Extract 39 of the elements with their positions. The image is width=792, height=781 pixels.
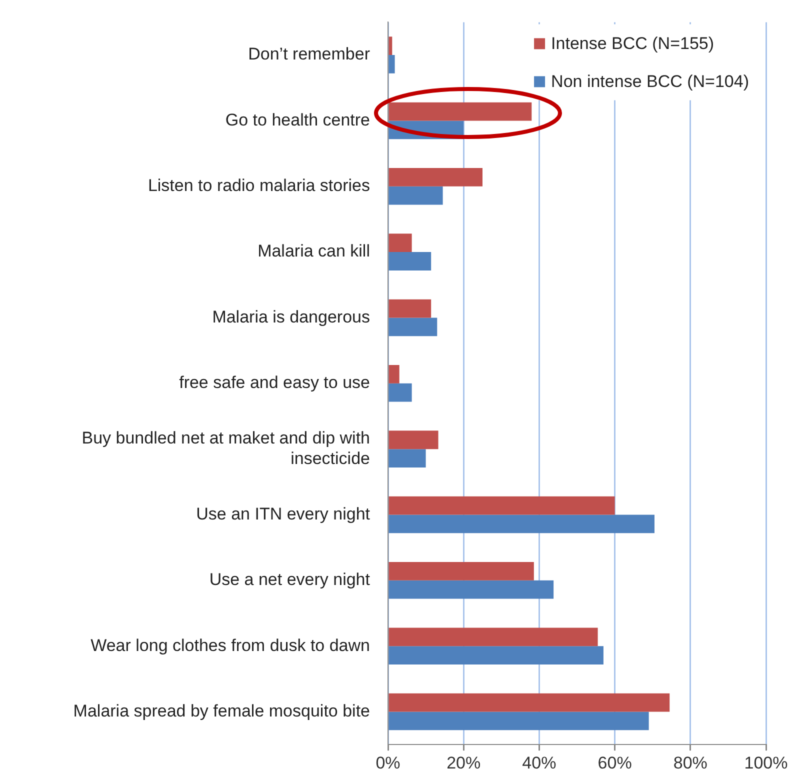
legend-label: Non intense BCC (N=104) [551,72,750,91]
bar [388,562,534,580]
bar [388,693,670,712]
bar [388,628,598,646]
bar [388,712,649,730]
y-tick-label: Listen to radio malaria stories [148,176,370,196]
x-tick-label: 80% [673,753,708,772]
bar [388,646,604,664]
bar [388,430,438,450]
bar [388,102,532,121]
x-tick-label: 40% [522,753,556,772]
legend-label: Intense BCC (N=155) [551,34,714,53]
y-tick-label: Buy bundled net at maket and dip with insecticide [82,428,370,468]
bar [388,318,438,336]
y-tick-label: Use a net every night [209,570,370,590]
bar [388,496,615,515]
bar [388,234,412,252]
y-tick-label: Go to health centre [225,110,370,130]
bar [388,168,482,186]
bar [388,55,395,74]
y-tick-label: Wear long clothes from dusk to dawn [90,636,370,655]
bar [388,365,400,384]
x-tick-label: 100% [744,753,788,772]
bar [388,252,432,270]
y-tick-label: Malaria spread by female mosquito bite [73,701,370,720]
bar [388,580,554,599]
bar [388,383,412,402]
bar [388,186,443,205]
y-tick-label: free safe and easy to use [179,373,370,392]
y-tick-label: Don’t remember [248,44,370,64]
bar [388,514,654,534]
x-tick-label: 60% [598,753,632,772]
y-tick-label: Malaria is dangerous [212,307,370,326]
x-tick-label: 0% [376,753,400,772]
y-tick-label: Malaria can kill [258,242,370,261]
y-tick-label: Use an ITN every night [196,504,370,524]
bar [388,449,426,468]
bar [388,299,432,318]
x-tick-label: 20% [446,753,481,772]
